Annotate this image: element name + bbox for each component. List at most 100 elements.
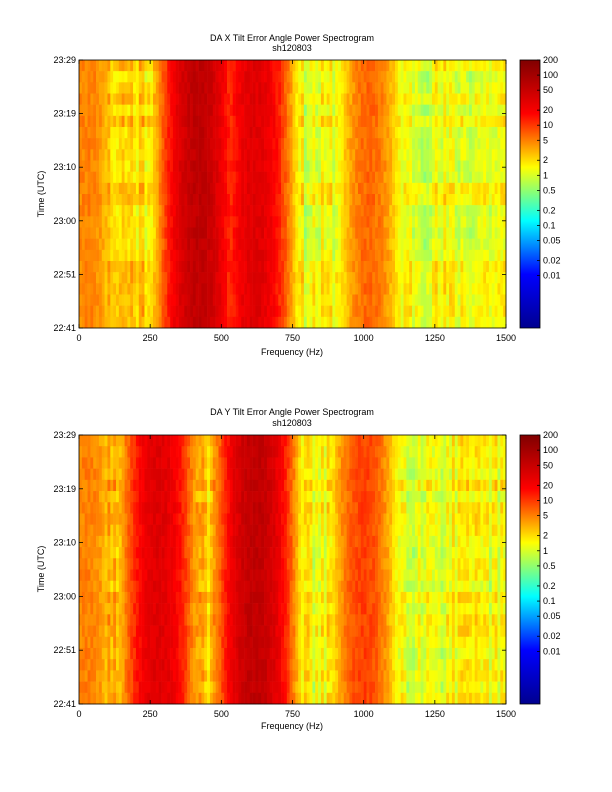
heatmap-cell <box>491 205 495 217</box>
heatmap-cell <box>258 171 262 184</box>
heatmap-cell <box>420 457 424 469</box>
heatmap-cell <box>400 160 404 172</box>
heatmap-cell <box>420 305 424 318</box>
y-axis-label: Time (UTC) <box>36 171 46 218</box>
heatmap-cell <box>87 216 91 228</box>
heatmap-cell <box>269 149 273 161</box>
heatmap-cell <box>423 457 427 469</box>
heatmap-cell <box>295 513 299 525</box>
heatmap-cell <box>110 216 114 228</box>
heatmap-cell <box>298 524 302 537</box>
heatmap-cell <box>491 93 495 105</box>
heatmap-cell <box>93 316 97 329</box>
heatmap-cell <box>175 82 179 94</box>
heatmap-cell <box>266 491 271 503</box>
heatmap-cell <box>303 82 308 94</box>
heatmap-cell <box>343 305 347 318</box>
heatmap-cell <box>255 491 259 503</box>
heatmap-cell <box>431 138 436 150</box>
heatmap-cell <box>355 127 359 139</box>
heatmap-cell <box>221 238 225 251</box>
heatmap-cell <box>437 435 441 447</box>
heatmap-cell <box>437 182 441 195</box>
heatmap-cell <box>218 104 222 117</box>
heatmap-cell <box>403 93 407 105</box>
heatmap-cell <box>457 479 461 492</box>
heatmap-cell <box>221 60 225 72</box>
heatmap-cell <box>320 272 325 284</box>
heatmap-cell <box>116 261 120 273</box>
heatmap-cell <box>96 294 100 306</box>
heatmap-cell <box>329 149 333 161</box>
heatmap-cell <box>346 194 350 206</box>
heatmap-cell <box>301 524 305 537</box>
heatmap-cell <box>215 283 219 295</box>
heatmap-cell <box>360 216 364 228</box>
heatmap-cell <box>440 261 444 273</box>
heatmap-cell <box>423 272 427 284</box>
heatmap-cell <box>235 524 239 537</box>
heatmap-cell <box>229 491 234 503</box>
heatmap-cell <box>338 60 342 72</box>
heatmap-cell <box>332 82 336 94</box>
heatmap-cell <box>443 194 447 206</box>
heatmap-cell <box>417 194 421 206</box>
heatmap-cell <box>170 216 174 228</box>
heatmap-cell <box>107 249 111 262</box>
heatmap-cell <box>258 435 262 447</box>
heatmap-cell <box>309 479 313 492</box>
heatmap-cell <box>101 479 105 492</box>
heatmap-cell <box>121 205 125 217</box>
heatmap-cell <box>372 249 376 262</box>
heatmap-cell <box>320 283 325 295</box>
heatmap-cell <box>409 82 413 94</box>
heatmap-cell <box>471 205 475 217</box>
heatmap-cell <box>84 82 88 94</box>
heatmap-cell <box>158 182 162 195</box>
heatmap-cell <box>269 194 273 206</box>
heatmap-cell <box>187 115 191 128</box>
heatmap-cell <box>170 479 174 492</box>
heatmap-cell <box>255 93 259 105</box>
heatmap-cell <box>104 194 108 206</box>
heatmap-cell <box>403 261 407 273</box>
heatmap-cell <box>244 294 248 306</box>
heatmap-cell <box>116 446 120 458</box>
heatmap-cell <box>335 513 339 525</box>
heatmap-cell <box>235 435 239 447</box>
heatmap-cell <box>471 104 475 117</box>
heatmap-cell <box>175 294 179 306</box>
heatmap-cell <box>198 182 202 195</box>
heatmap-cell <box>375 316 379 329</box>
heatmap-cell <box>283 491 288 503</box>
heatmap-cell <box>118 457 122 469</box>
heatmap-cell <box>360 227 364 239</box>
heatmap-cell <box>377 446 382 458</box>
heatmap-cell <box>318 227 322 239</box>
heatmap-cell <box>443 316 447 329</box>
heatmap-cell <box>127 205 131 217</box>
heatmap-cell <box>477 283 481 295</box>
heatmap-cell <box>81 513 85 525</box>
heatmap-cell <box>90 216 94 228</box>
heatmap-cell <box>329 513 333 525</box>
heatmap-cell <box>261 227 265 239</box>
heatmap-cell <box>483 305 487 318</box>
heatmap-cell <box>107 104 111 117</box>
heatmap-cell <box>224 171 228 184</box>
heatmap-cell <box>116 227 120 239</box>
heatmap-cell <box>144 435 148 447</box>
heatmap-cell <box>488 205 493 217</box>
heatmap-cell <box>227 115 231 128</box>
heatmap-cell <box>318 502 322 514</box>
heatmap-cell <box>343 316 347 329</box>
heatmap-cell <box>192 115 197 128</box>
heatmap-cell <box>477 93 481 105</box>
heatmap-cell <box>454 160 458 172</box>
heatmap-cell <box>184 283 188 295</box>
heatmap-cell <box>172 446 177 458</box>
heatmap-cell <box>201 513 205 525</box>
heatmap-cell <box>389 502 393 514</box>
heatmap-cell <box>315 249 319 262</box>
heatmap-cell <box>281 491 285 503</box>
